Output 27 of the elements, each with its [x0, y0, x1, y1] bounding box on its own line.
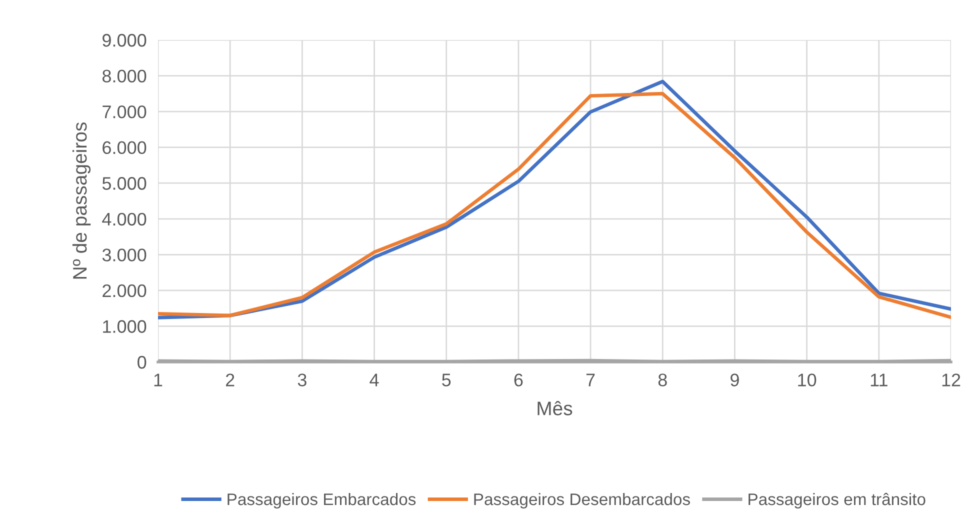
x-tick-label: 12	[942, 374, 960, 386]
y-tick-label: 1.000	[103, 320, 146, 333]
x-tick-label: 4	[370, 374, 379, 386]
x-tick-label: 5	[442, 374, 451, 386]
x-tick-label: 9	[730, 374, 739, 386]
y-tick-label: 9.000	[102, 34, 146, 47]
y-tick-label: 7.000	[102, 105, 146, 118]
x-tick-label: 3	[298, 374, 306, 386]
x-tick-label: 11	[870, 374, 888, 386]
x-tick-label: 2	[226, 374, 234, 386]
y-tick-label: 6.000	[102, 141, 146, 154]
y-tick-label: 2.000	[102, 284, 146, 298]
x-tick-label: 10	[798, 374, 816, 386]
x-tick-label: 6	[514, 374, 523, 386]
x-tick-label: 8	[658, 374, 667, 386]
x-tick-label: 7	[586, 374, 595, 386]
legend-label: Passageiros Desembarcados	[474, 492, 690, 509]
x-tick-label: 1	[154, 374, 162, 386]
y-tick-label: 3.000	[102, 248, 146, 262]
y-tick-label: 5.000	[102, 177, 146, 190]
legend-label: Passageiros Embarcados	[228, 492, 416, 509]
y-axis-title: Nº de passageiros	[72, 122, 91, 279]
y-tick-label: 0	[138, 356, 146, 369]
y-tick-label: 4.000	[102, 212, 146, 226]
legend-label: Passageiros em trânsito	[748, 492, 926, 509]
y-tick-label: 8.000	[102, 70, 146, 82]
x-axis-title: Mês	[538, 400, 572, 416]
